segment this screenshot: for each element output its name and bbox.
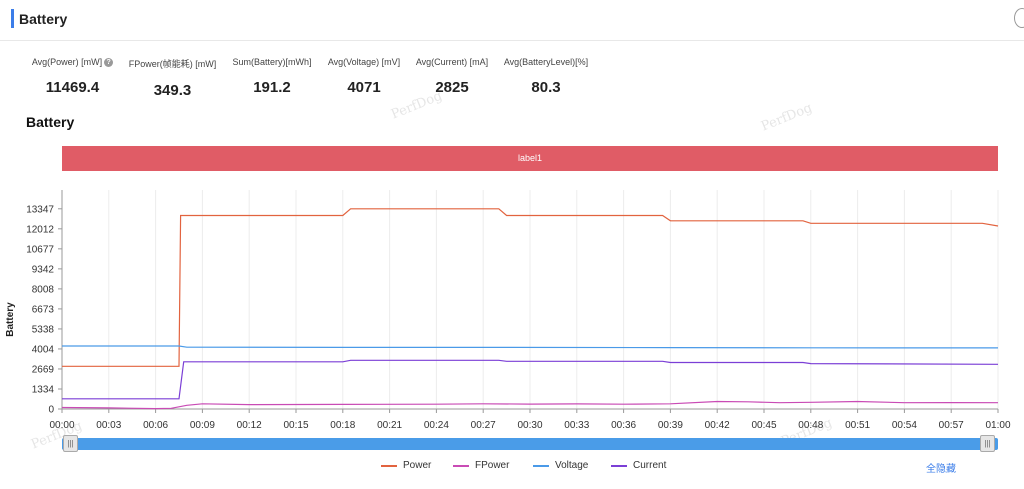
x-tick-label: 00:33: [564, 420, 589, 431]
series-line-current: [62, 359, 999, 400]
legend-label: Power: [403, 460, 432, 471]
series-line-voltage: [62, 345, 999, 349]
stat-value: 2825: [435, 79, 469, 96]
y-axis-label: Battery: [5, 302, 16, 337]
x-tick-label: 00:18: [330, 420, 355, 431]
stat-label: FPower(帧能耗) [mW]: [128, 59, 217, 69]
x-tick-label: 00:30: [517, 420, 542, 431]
y-tick-label: 6673: [32, 304, 55, 315]
y-tick-label: 9342: [32, 264, 55, 275]
legend-swatch: [453, 464, 469, 467]
y-tick-label: 4004: [32, 344, 55, 355]
page-header: Battery: [0, 0, 1024, 41]
page-title: Battery: [19, 11, 68, 27]
stat-label: Avg(BatteryLevel)[%]: [503, 57, 589, 67]
x-tick-label: 00:12: [237, 420, 262, 431]
x-tick-label: 00:51: [845, 420, 870, 431]
legend-item-current[interactable]: Current: [611, 460, 666, 471]
y-tick-label: 8008: [32, 284, 55, 295]
stat-avg-current: Avg(Current) [mA] 2825: [411, 57, 493, 96]
stat-label: Avg(Voltage) [mV]: [327, 57, 401, 67]
stat-label: Avg(Current) [mA]: [415, 57, 489, 67]
y-tick-label: 1334: [32, 384, 55, 395]
stat-value: 80.3: [531, 79, 561, 96]
label-bar[interactable]: label1: [62, 146, 998, 171]
x-tick-label: 00:45: [751, 420, 776, 431]
zoom-slider-right-handle[interactable]: |||: [980, 435, 995, 452]
stat-value: 349.3: [153, 82, 192, 99]
y-tick-label: 0: [48, 405, 54, 416]
zoom-slider-left-handle[interactable]: |||: [63, 435, 78, 452]
legend-swatch: [381, 464, 397, 467]
x-tick-label: 00:57: [939, 420, 964, 431]
stat-value: 191.2: [253, 79, 291, 96]
stat-value: 11469.4: [45, 79, 100, 96]
stat-avg-voltage: Avg(Voltage) [mV] 4071: [323, 57, 405, 96]
x-tick-label: 00:00: [49, 420, 74, 431]
y-tick-label: 13347: [26, 204, 54, 215]
stat-fpower: FPower(帧能耗) [mW] 349.3: [124, 57, 221, 99]
x-tick-label: 00:39: [658, 420, 683, 431]
label-bar-text: label1: [517, 153, 543, 163]
section-title: Battery: [26, 114, 75, 130]
x-tick-label: 00:03: [96, 420, 121, 431]
legend-item-voltage[interactable]: Voltage: [533, 460, 588, 471]
legend-item-fpower[interactable]: FPower: [453, 460, 509, 471]
legend-label: FPower: [475, 460, 510, 471]
stat-avg-battery-level: Avg(BatteryLevel)[%] 80.3: [497, 57, 595, 96]
x-tick-label: 00:06: [143, 420, 168, 431]
y-tick-label: 10677: [26, 244, 54, 255]
x-tick-label: 00:21: [377, 420, 402, 431]
legend-label: Voltage: [555, 460, 589, 471]
hide-all-button[interactable]: 全隐藏: [926, 464, 956, 475]
zoom-slider-track[interactable]: [62, 438, 998, 450]
stat-avg-power: Avg(Power) [mW]? 11469.4: [25, 57, 120, 96]
stat-sum-battery: Sum(Battery)[mWh] 191.2: [227, 57, 317, 96]
x-tick-label: 01:00: [985, 420, 1010, 431]
help-icon[interactable]: ?: [104, 58, 114, 67]
x-tick-label: 00:54: [892, 420, 917, 431]
x-tick-label: 00:27: [471, 420, 496, 431]
collapse-icon[interactable]: [1014, 8, 1024, 28]
x-tick-label: 00:15: [283, 420, 308, 431]
y-tick-label: 5338: [32, 324, 55, 335]
x-tick-label: 00:24: [424, 420, 449, 431]
y-tick-label: 2669: [32, 364, 55, 375]
x-tick-label: 00:09: [190, 420, 215, 431]
x-tick-label: 00:36: [611, 420, 636, 431]
x-tick-label: 00:48: [798, 420, 823, 431]
stat-label: Sum(Battery)[mWh]: [232, 57, 312, 67]
legend-item-power[interactable]: Power: [381, 460, 431, 471]
header-accent-bar: [11, 9, 14, 28]
legend-swatch: [533, 464, 549, 467]
legend-swatch: [611, 464, 627, 467]
series-line-power: [62, 208, 999, 367]
stat-value: 4071: [347, 79, 381, 96]
series-line-fpower: [61, 400, 999, 410]
y-tick-label: 12012: [26, 224, 54, 235]
x-tick-label: 00:42: [705, 420, 730, 431]
legend-label: Current: [633, 460, 667, 471]
stat-label: Avg(Power) [mW]?: [25, 57, 120, 67]
